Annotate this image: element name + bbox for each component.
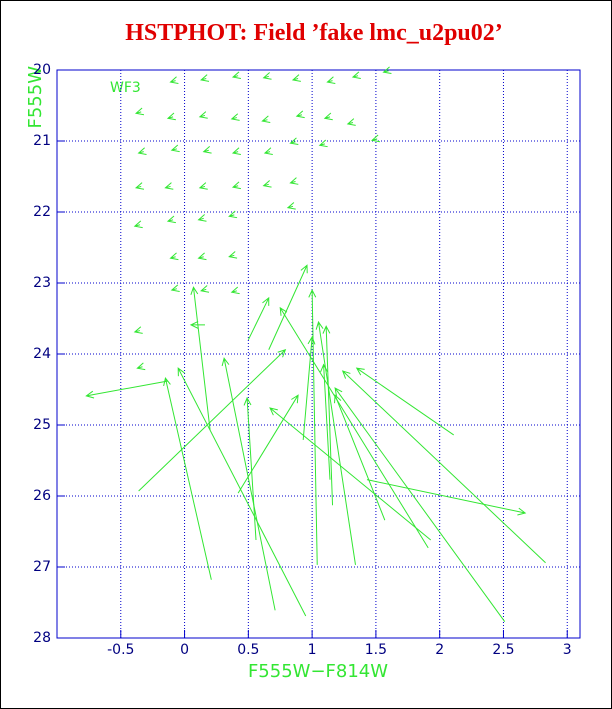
arrow xyxy=(133,326,143,334)
arrow xyxy=(295,110,305,119)
arrow xyxy=(346,118,356,126)
arrow xyxy=(231,71,241,80)
x-tick-label: 0 xyxy=(180,642,189,658)
arrow xyxy=(351,71,361,80)
arrow xyxy=(136,362,146,371)
arrow xyxy=(231,181,241,190)
y-tick-label: 28 xyxy=(33,630,51,646)
arrow xyxy=(230,113,240,121)
arrow xyxy=(289,177,299,185)
annotation: WF3 xyxy=(110,80,141,96)
arrow xyxy=(243,396,257,541)
arrow xyxy=(291,74,301,82)
arrow xyxy=(279,306,429,549)
arrow xyxy=(197,252,207,261)
arrow xyxy=(262,180,272,188)
x-tick-label: -0.5 xyxy=(107,642,134,658)
arrow xyxy=(247,296,270,341)
arrow xyxy=(237,394,299,494)
arrow xyxy=(308,288,318,565)
arrow xyxy=(137,147,147,155)
arrow xyxy=(177,367,307,617)
arrow xyxy=(302,335,316,440)
arrow xyxy=(355,367,454,436)
arrow xyxy=(198,182,208,190)
arrow xyxy=(262,72,272,80)
arrow xyxy=(170,144,180,153)
arrow xyxy=(169,252,179,261)
arrow xyxy=(134,182,145,190)
x-tick-label: 0.5 xyxy=(237,642,259,658)
arrow xyxy=(202,145,212,154)
y-tick-label: 26 xyxy=(33,488,51,504)
x-tick-label: 2 xyxy=(435,642,444,658)
arrow xyxy=(170,284,180,293)
arrow xyxy=(164,182,174,190)
arrow xyxy=(228,210,238,219)
arrow xyxy=(198,111,208,119)
arrow xyxy=(286,202,296,210)
arrow xyxy=(334,394,386,521)
plot-frame xyxy=(56,69,581,639)
arrow xyxy=(134,107,145,116)
y-tick-label: 25 xyxy=(33,417,51,433)
arrow xyxy=(197,214,207,222)
chart-title: HSTPHOT: Field ’fake lmc_u2pu02’ xyxy=(125,20,503,46)
x-axis-label: F555W−F814W xyxy=(248,661,388,682)
arrow xyxy=(323,112,333,121)
arrow xyxy=(320,363,331,480)
x-tick-label: 1 xyxy=(308,642,317,658)
arrow xyxy=(133,220,143,229)
arrow xyxy=(138,348,287,492)
arrow xyxy=(190,286,211,431)
arrow xyxy=(230,286,240,295)
arrow xyxy=(166,215,176,224)
arrow xyxy=(382,66,392,75)
y-tick-label: 21 xyxy=(33,133,51,149)
arrow xyxy=(326,76,336,84)
arrow xyxy=(289,137,299,146)
arrow xyxy=(169,76,179,84)
y-tick-label: 23 xyxy=(33,275,51,291)
arrow xyxy=(370,134,381,143)
x-tick-label: 3 xyxy=(563,642,572,658)
arrow xyxy=(341,370,546,564)
arrow xyxy=(200,74,210,82)
arrow xyxy=(228,251,238,259)
arrow xyxy=(163,377,212,580)
arrow xyxy=(269,407,432,541)
y-axis-label: F555W xyxy=(25,66,46,129)
arrow xyxy=(366,479,527,516)
y-tick-label: 22 xyxy=(33,204,51,220)
arrow xyxy=(85,380,169,399)
arrow xyxy=(268,264,308,350)
arrow xyxy=(200,285,210,293)
arrow xyxy=(318,139,328,148)
arrow xyxy=(166,112,176,121)
arrow xyxy=(189,320,205,329)
x-tick-label: 2.5 xyxy=(492,642,514,658)
y-tick-label: 20 xyxy=(33,62,51,78)
arrow xyxy=(263,147,273,155)
y-tick-label: 27 xyxy=(33,559,51,575)
arrow xyxy=(334,387,506,622)
arrow xyxy=(315,320,356,565)
arrow xyxy=(322,325,334,506)
arrow xyxy=(231,147,241,155)
arrow xyxy=(261,115,271,124)
y-tick-label: 24 xyxy=(33,346,51,362)
x-tick-label: 1.5 xyxy=(365,642,387,658)
